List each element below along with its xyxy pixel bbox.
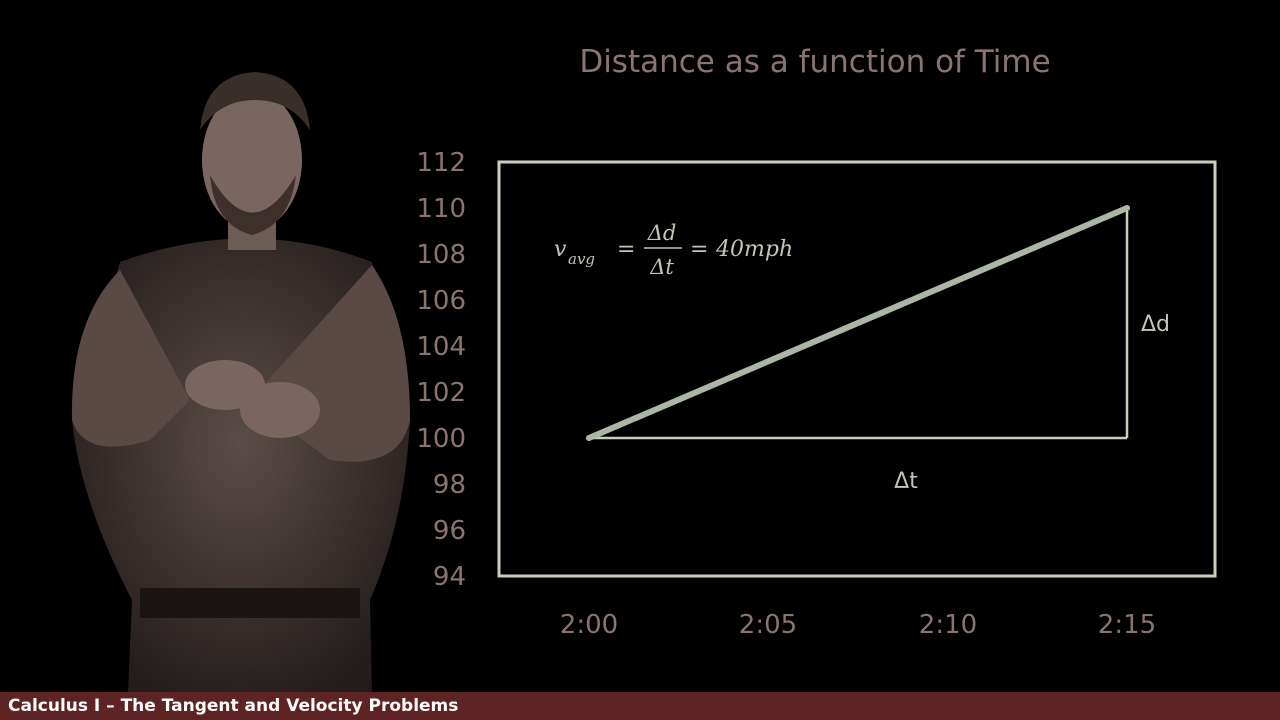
series-point-end [1124,205,1130,211]
y-tick-label-1: 96 [433,516,466,546]
caption-bar: Calculus I – The Tangent and Velocity Pr… [0,692,1280,720]
series-point-start [586,435,592,441]
formula-equals-1: = [617,237,635,262]
x-tick-label-1: 2:05 [739,610,797,640]
delta-d-label: Δd [1141,312,1170,337]
series-layer [586,205,1130,441]
distance-series-line [586,205,1130,441]
formula-result: 40mph [715,237,793,262]
delta-t-label: Δt [894,469,918,494]
formula-subscript: avg [568,250,595,268]
y-tick-label-7: 108 [416,240,466,270]
average-velocity-formula: v avg = Δd Δt = 40mph [554,221,793,279]
x-axis-tick-labels: 2:00 2:05 2:10 2:15 [560,610,1156,640]
lecture-caption: Calculus I – The Tangent and Velocity Pr… [8,696,459,716]
y-axis-tick-labels: 94 96 98 100 102 104 106 108 110 112 [416,148,466,592]
y-tick-label-0: 94 [433,562,466,592]
formula-numerator: Δd [647,221,677,245]
y-tick-label-9: 112 [416,148,466,178]
x-tick-label-3: 2:15 [1098,610,1156,640]
formula-denominator: Δt [649,255,674,279]
y-tick-label-3: 100 [416,424,466,454]
y-tick-label-2: 98 [433,470,466,500]
y-tick-label-8: 110 [416,194,466,224]
formula-equals-2: = [690,237,708,262]
x-tick-label-0: 2:00 [560,610,618,640]
chart-title: Distance as a function of Time [579,44,1050,80]
plot-frame [497,160,1217,578]
x-tick-label-2: 2:10 [919,610,977,640]
y-tick-label-5: 104 [416,332,466,362]
y-tick-label-4: 102 [416,378,466,408]
y-tick-label-6: 106 [416,286,466,316]
formula-v: v [554,237,567,262]
